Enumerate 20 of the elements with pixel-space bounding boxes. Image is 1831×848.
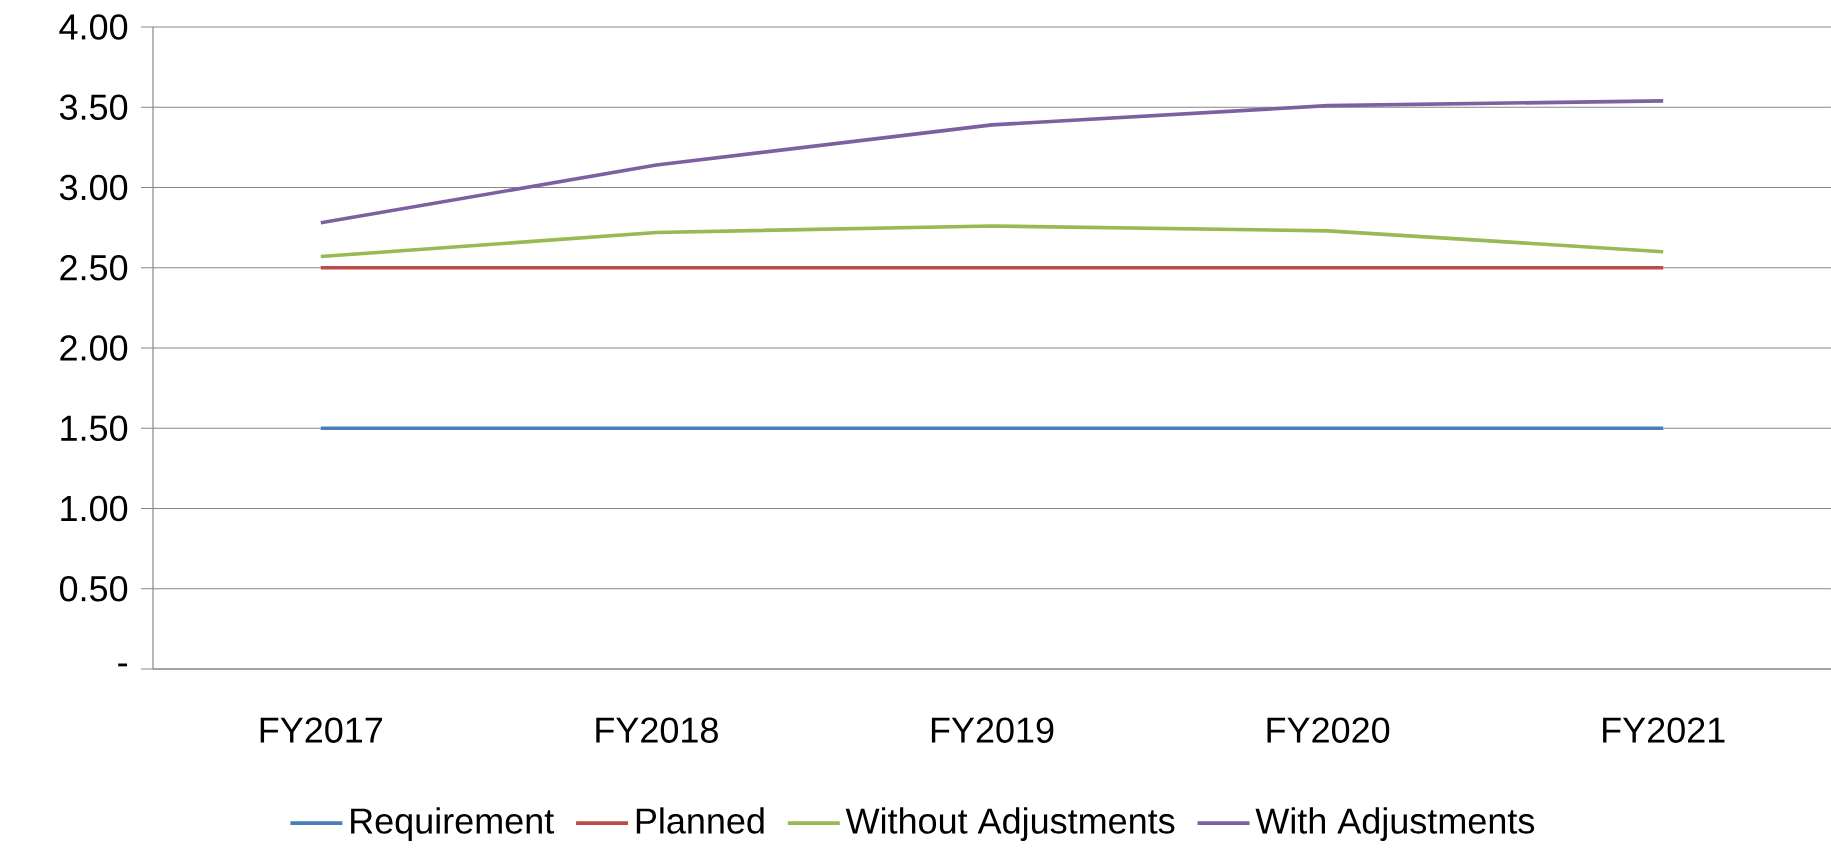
legend-label: With Adjustments: [1255, 807, 1535, 841]
y-tick-label: 2.50: [60, 254, 128, 281]
y-tick-label: 3.50: [59, 94, 128, 120]
legend-label: Planned: [636, 807, 764, 834]
y-tick-label: -: [118, 663, 127, 667]
line-series: [319, 99, 1666, 225]
line-series: [319, 224, 1666, 259]
y-tick-label: 3.00: [59, 174, 128, 201]
legend-label: Requirement: [351, 807, 554, 841]
y-tick-label: 1.00: [61, 495, 128, 522]
y-tick-label: 0.50: [59, 575, 128, 602]
y-tick-label: 4.00: [59, 14, 128, 40]
legend-label: Without Adjustments: [845, 807, 1175, 841]
y-tick-label: 2.00: [60, 335, 128, 361]
x-tick-label: FY2019: [931, 717, 1054, 743]
x-tick-label: FY2021: [1603, 717, 1725, 743]
y-tick-label: 1.50: [61, 415, 128, 441]
x-tick-label: FY2020: [1267, 717, 1390, 743]
x-tick-label: FY2017: [260, 717, 383, 743]
x-tick-label: FY2018: [596, 717, 718, 743]
